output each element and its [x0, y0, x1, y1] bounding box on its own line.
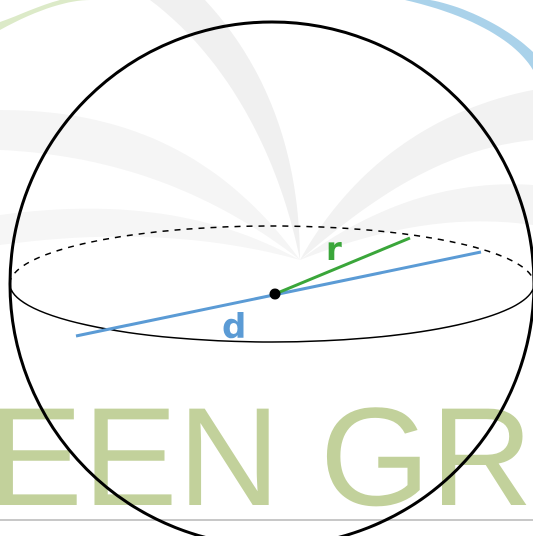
watermark-text: EEN GR [0, 378, 533, 535]
center-point [269, 288, 281, 300]
watermark-swoosh-light-4 [0, 110, 300, 260]
radius-label: r [326, 230, 342, 268]
watermark-swoosh-light-3 [300, 184, 533, 260]
diameter-label: d [222, 307, 246, 347]
watermark-swoosh-light-2 [300, 90, 533, 260]
equator-back-dashed [9, 225, 533, 285]
radius-line [274, 236, 411, 296]
watermark-swoosh-light-5 [0, 208, 300, 260]
watermark-swoosh-blue [405, 0, 533, 70]
watermark-swoosh-green [0, 0, 90, 30]
equator-front-solid [9, 283, 533, 343]
watermark-swoosh-light-1 [150, 0, 300, 260]
